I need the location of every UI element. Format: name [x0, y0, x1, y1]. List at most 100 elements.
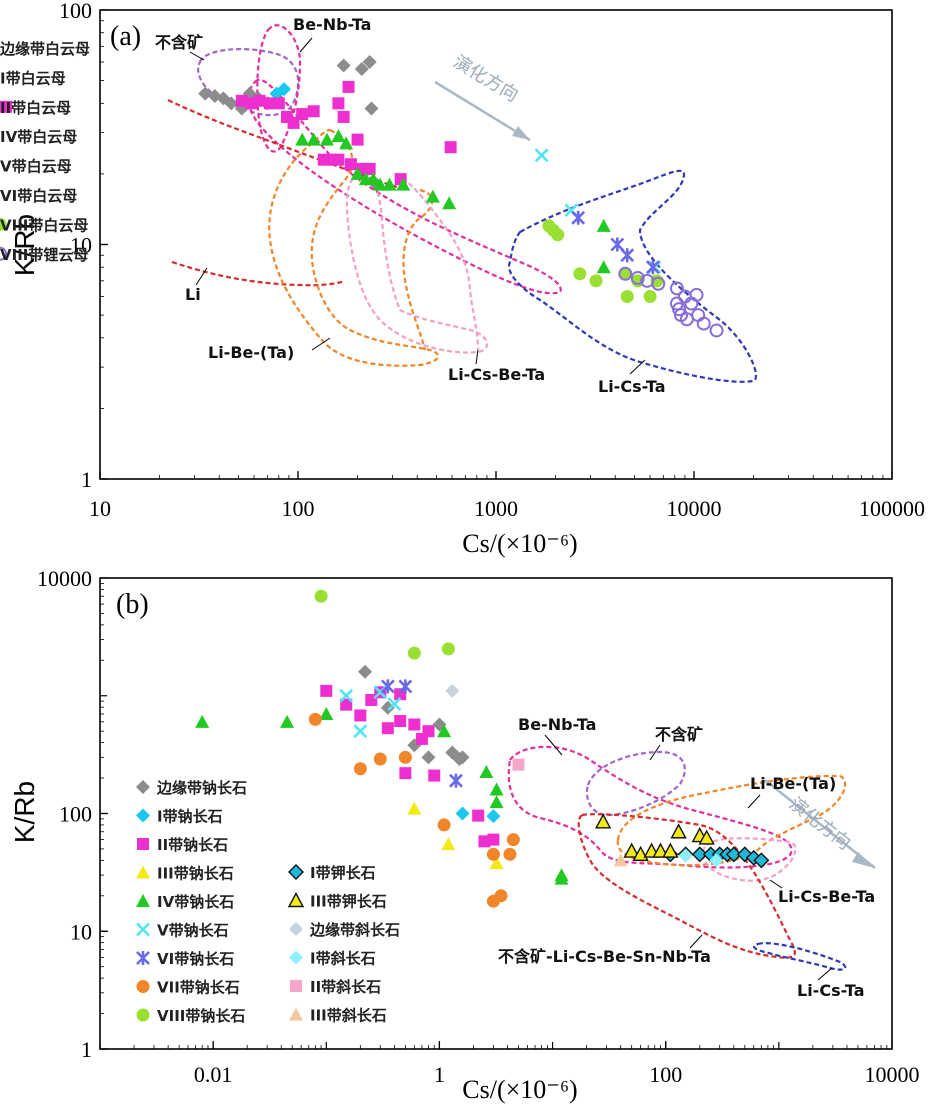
data-point — [571, 210, 586, 225]
data-point — [613, 853, 628, 867]
legend-marker — [136, 894, 150, 907]
data-point — [342, 80, 355, 93]
data-point — [354, 62, 369, 77]
legend-entry: VI带白云母 — [0, 187, 77, 205]
data-point — [698, 829, 715, 845]
data-point — [652, 842, 669, 858]
panel-a-ylabel: K/Rb — [9, 214, 40, 276]
data-point — [381, 722, 394, 735]
ann-a-li-pointer — [195, 267, 208, 286]
data-point — [373, 177, 388, 191]
data-point — [399, 767, 412, 780]
data-point — [503, 847, 517, 861]
data-point — [444, 141, 457, 154]
legend-entry: VIII带白云母 — [0, 216, 88, 234]
data-point — [452, 752, 467, 767]
x-tick-label: 100000 — [859, 496, 925, 521]
data-point — [380, 679, 395, 694]
data-point — [662, 842, 679, 858]
legend-marker — [289, 950, 303, 965]
data-point — [387, 697, 402, 711]
ann-b-benbta: Be-Nb-Ta — [518, 715, 596, 734]
data-point — [546, 223, 560, 237]
data-point — [407, 801, 422, 815]
ann-b-libeta-pointer — [747, 794, 761, 809]
legend-entry: 边缘带钠长石 — [156, 779, 247, 797]
data-point — [421, 750, 436, 765]
data-point — [366, 172, 381, 186]
data-point — [478, 835, 491, 848]
y-tick-label: 1 — [81, 467, 92, 492]
ann-a-licsbeta-pointer — [475, 349, 479, 365]
legend-entry: II带钠长石 — [157, 836, 228, 854]
legend-marker — [287, 892, 305, 908]
panel-b: (b) K/Rb Cs/(×10⁻⁶) 0.01 1 100 10000 1 10 100 1… — [9, 566, 920, 1104]
data-point — [669, 281, 684, 296]
legend-marker — [137, 838, 149, 850]
x-tick-label: 1000 — [474, 496, 518, 521]
data-point — [396, 177, 411, 191]
panel-b-label: (b) — [116, 589, 149, 620]
legend-entry: VIII带钠长石 — [157, 1007, 245, 1025]
data-point — [408, 718, 421, 731]
data-point — [630, 270, 645, 285]
field-b-mixed — [577, 813, 796, 959]
data-point — [489, 855, 504, 869]
legend-entry: III带钠长石 — [157, 865, 234, 883]
panel-a-label: (a) — [110, 21, 141, 52]
ann-a-benbta: Be-Nb-Ta — [293, 15, 371, 34]
data-point — [253, 94, 266, 107]
legend-entry: I带钠长石 — [157, 808, 223, 826]
field-a-benbta-2 — [247, 78, 562, 295]
ann-a-li: Li — [185, 285, 201, 304]
data-point — [437, 818, 451, 832]
data-point — [554, 871, 569, 885]
legend-marker — [0, 217, 7, 231]
legend-entry: II带白云母 — [0, 99, 71, 117]
ann-a-libeta-pointer — [311, 337, 331, 351]
data-point — [339, 136, 354, 150]
field-b-benbta — [507, 745, 793, 869]
panel-b-xlabel: Cs/(×10⁻⁶) — [462, 1075, 577, 1104]
data-point — [441, 837, 456, 851]
legend-marker — [290, 980, 302, 992]
data-point — [489, 795, 504, 809]
ann-b-licsta-pointer — [817, 967, 833, 981]
legend-entry: VI带钠长石 — [157, 950, 234, 968]
data-point — [308, 712, 322, 726]
legend-entry: V带钠长石 — [157, 922, 229, 940]
x-tick-label: 10000 — [667, 496, 722, 521]
data-point — [486, 809, 501, 824]
data-point — [437, 724, 452, 738]
data-point — [331, 129, 346, 143]
ann-b-mixed: 不含矿-Li-Cs-Be-Sn-Nb-Ta — [498, 947, 711, 966]
data-point — [354, 709, 367, 722]
ann-a-licsbeta: Li-Cs-Be-Ta — [448, 365, 545, 384]
legend-marker — [136, 1008, 150, 1022]
data-point — [725, 846, 742, 863]
legend-marker — [136, 808, 150, 823]
data-point — [442, 196, 457, 210]
data-point — [672, 302, 687, 317]
legend-entry: I带白云母 — [0, 69, 66, 87]
data-point — [691, 846, 708, 863]
ann-a-licsta: Li-Cs-Ta — [598, 377, 666, 396]
ann-b-benbta-pointer — [544, 734, 563, 756]
data-point — [449, 773, 463, 788]
data-point — [472, 809, 485, 822]
data-point — [623, 842, 640, 858]
data-point — [618, 266, 633, 281]
legend-entry: VII带钠长石 — [157, 979, 240, 997]
data-point — [620, 290, 634, 304]
data-point — [317, 153, 330, 166]
data-point — [382, 177, 397, 191]
data-point — [235, 94, 248, 107]
legend-marker — [0, 246, 7, 261]
data-point — [277, 82, 292, 97]
panel-a: (a) K/Rb Cs/(×10⁻⁶) 10 100 1000 10000 100000… — [0, 0, 925, 558]
trend-arrow-b-head — [852, 852, 875, 868]
data-point — [709, 853, 724, 868]
data-point — [506, 833, 520, 847]
field-b-none — [585, 750, 686, 817]
legend-marker — [289, 922, 303, 936]
